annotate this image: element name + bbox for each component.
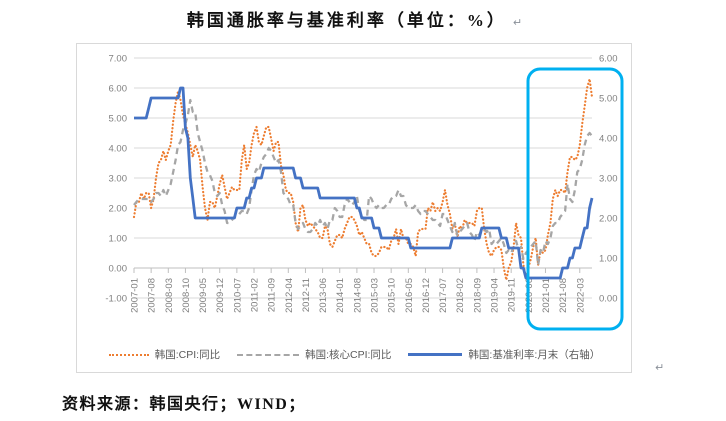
legend-label-cpi: 韩国:CPI:同比 [154,349,221,361]
left-axis-tick-label: 0.00 [109,264,128,275]
core-cpi-dashed-line-icon [237,353,300,356]
right-axis-tick-label: 6.00 [599,54,618,65]
x-axis-tick-label: 2015-03 [370,278,381,313]
x-axis-tick-label: 2012-04 [284,278,295,313]
cpi-series-line [132,77,594,282]
left-axis-tick-label: 5.00 [109,114,128,125]
x-axis-tick-label: 2014-08 [352,278,363,313]
source-note: 资料来源：韩国央行；WIND； [62,396,306,413]
left-axis-tick-label: 7.00 [109,54,128,65]
legend-item-cpi: 韩国:CPI:同比 [108,347,221,362]
x-axis-tick-label: 2009-05 [198,278,209,313]
paragraph-mark-icon: ↵ [655,361,665,374]
core-cpi-series-line [133,98,593,267]
x-axis-tick-label: 2008-03 [164,278,175,313]
x-axis-tick-label: 2014-01 [335,278,346,313]
legend-label-core-cpi: 韩国:核心CPI:同比 [305,349,392,361]
cpi-dotted-line-icon [108,353,149,356]
paragraph-mark-icon: ↵ [512,16,523,29]
right-axis-tick-label: 1.00 [599,254,618,265]
x-axis-tick-label: 2011-09 [267,278,278,312]
x-axis-tick-label: 2022-03 [575,278,586,313]
legend-item-core-cpi: 韩国:核心CPI:同比 [237,347,391,362]
right-axis-tick-label: 3.00 [599,174,618,185]
x-axis-tick-label: 2017-07 [438,278,449,313]
x-axis-tick-label: 2016-05 [404,278,415,313]
x-axis-tick-label: 2019-04 [490,278,501,313]
x-axis-tick-label: 2007-08 [147,278,158,313]
x-axis-tick-label: 2008-10 [181,278,192,313]
highlight-box [526,67,624,331]
right-axis-tick-label: 5.00 [599,94,618,105]
left-axis-tick-label: 6.00 [109,84,128,95]
left-axis-tick-label: 3.00 [109,174,128,185]
left-axis-tick-label: 2.00 [109,204,128,215]
left-axis-tick-label: 1.00 [109,234,128,245]
x-axis-tick-label: 2021-08 [558,278,569,313]
left-axis-tick-label: 4.00 [109,144,128,155]
x-axis-tick-label: 2016-12 [421,278,432,313]
x-axis-tick-label: 2010-07 [232,278,243,313]
x-axis-tick-label: 2018-02 [455,278,466,313]
right-axis-tick-label: 2.00 [599,214,618,225]
legend-item-base-rate: 韩国:基准利率:月末（右轴） [408,347,600,362]
chart-title-text: 韩国通胀率与基准利率（单位：%） [186,11,507,30]
base-rate-solid-line-icon [408,353,463,356]
base-rate-series-line [134,86,594,280]
chart-legend: 韩国:CPI:同比 韩国:核心CPI:同比 韩国:基准利率:月末（右轴） [76,347,633,362]
x-axis-tick-label: 2007-01 [130,278,141,313]
x-axis-tick-label: 2019-11 [507,278,518,312]
right-axis-tick-label: 4.00 [599,134,618,145]
x-axis-tick-label: 2012-11 [301,278,312,312]
x-axis-tick-label: 2015-10 [387,278,398,313]
right-axis-tick-label: 0.00 [599,294,618,305]
x-axis-tick-label: 2021-01 [541,278,552,313]
left-axis-tick-label: -1.00 [105,294,127,305]
x-axis-tick-label: 2009-12 [215,278,226,313]
x-axis-tick-label: 2011-02 [250,278,261,312]
x-axis-tick-label: 2013-06 [318,278,329,313]
chart-title: 韩国通胀率与基准利率（单位：%） ↵ [76,6,633,31]
x-axis-tick-label: 2018-09 [472,278,483,313]
legend-label-base-rate: 韩国:基准利率:月末（右轴） [468,349,601,361]
